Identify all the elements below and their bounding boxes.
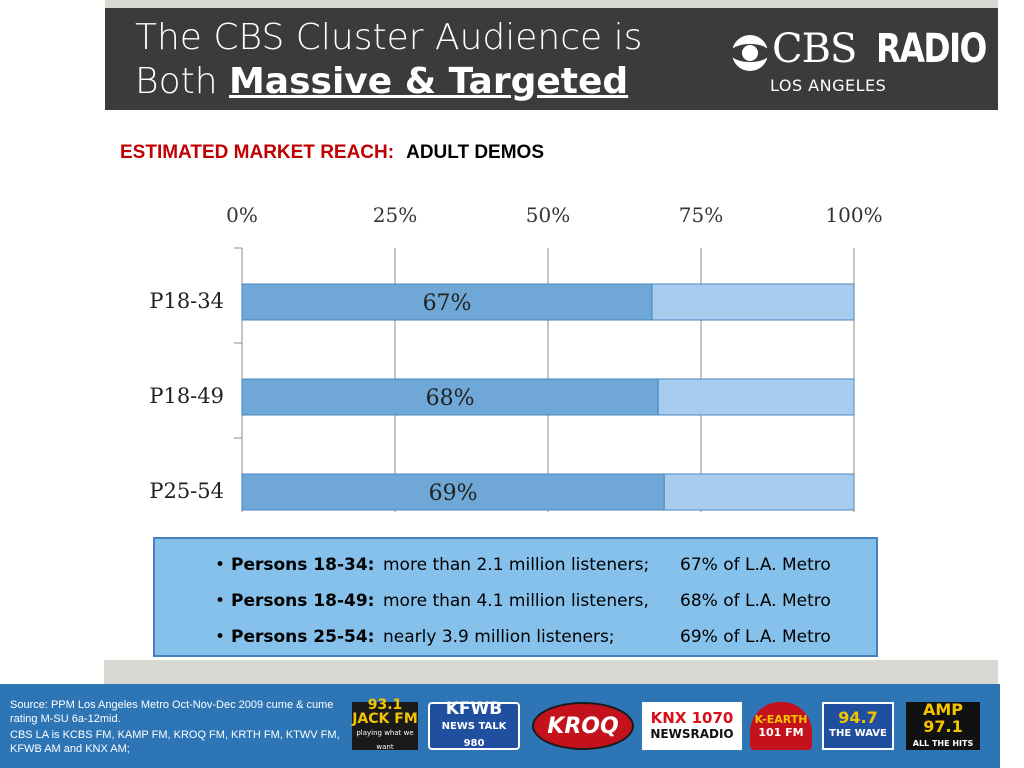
logo-text: KFWB bbox=[445, 698, 503, 719]
logo-text: 93.1 JACK FM bbox=[352, 697, 418, 727]
logo-radio-text: RADIO bbox=[876, 26, 987, 72]
summary-pct: 68% of L.A. Metro bbox=[680, 591, 831, 611]
summary-desc: nearly 3.9 million listeners; bbox=[383, 627, 615, 647]
category-label: P18-49 bbox=[149, 384, 224, 408]
bar-data-label: 68% bbox=[426, 386, 475, 411]
logo-subtext: 101 FM bbox=[758, 726, 804, 739]
summary-row: • Persons 25-54: nearly 3.9 million listen… bbox=[215, 627, 831, 647]
title-emphasis: Massive & Targeted bbox=[228, 61, 629, 102]
bar-data-label: 69% bbox=[429, 481, 478, 506]
header-bar: The CBS Cluster Audience is Both Massive… bbox=[0, 0, 1024, 112]
summary-box: • Persons 18-34: more than 2.1 million lis… bbox=[153, 537, 878, 657]
reach-bar-chart: 0% 25% 50% 75% 100% 67% P18-34 68% P18-49 69% P25-… bbox=[149, 203, 883, 512]
summary-pct: 67% of L.A. Metro bbox=[680, 555, 831, 575]
summary-row: • Persons 18-49: more than 4.1 million lis… bbox=[215, 591, 831, 611]
title-line-2: Both Massive & Targeted bbox=[135, 60, 695, 104]
amp-logo: AMP 97.1 ALL THE HITS bbox=[906, 699, 980, 750]
kearth-logo: K-EARTH 101 FM bbox=[750, 702, 812, 750]
summary-desc: more than 4.1 million listeners, bbox=[383, 591, 649, 611]
category-label: P25-54 bbox=[149, 479, 224, 503]
the-wave-logo: 94.7 THE WAVE bbox=[822, 702, 894, 750]
remainder-bar bbox=[657, 378, 855, 416]
logo-subtext: NEWSRADIO bbox=[650, 727, 734, 741]
page-title: The CBS Cluster Audience is Both Massive… bbox=[135, 16, 695, 104]
bullet-dot: • bbox=[215, 627, 226, 647]
summary-label: Persons 18-34: bbox=[231, 555, 375, 575]
summary-pct: 69% of L.A. Metro bbox=[680, 627, 831, 647]
x-tick-label: 25% bbox=[373, 203, 417, 227]
x-tick-label: 50% bbox=[526, 203, 570, 227]
logo-cbs-text: CBS bbox=[772, 26, 857, 72]
summary-row: • Persons 18-34: more than 2.1 million lis… bbox=[215, 555, 831, 575]
reach-bar bbox=[241, 283, 653, 321]
kfwb-logo: KFWB NEWS TALK 980 bbox=[428, 698, 520, 750]
source-note: Source: PPM Los Angeles Metro Oct-Nov-De… bbox=[10, 699, 334, 725]
logo-text: 94.7 bbox=[838, 708, 878, 727]
logo-text: KNX 1070 bbox=[650, 709, 734, 727]
logo-text: AMP 97.1 bbox=[922, 699, 964, 736]
logo-subtext: playing what we want bbox=[356, 729, 414, 751]
header-left-margin bbox=[0, 0, 105, 112]
cbs-radio-logo: CBS RADIO LOS ANGELES bbox=[728, 26, 987, 98]
logo-subtext: NEWS TALK 980 bbox=[441, 720, 507, 749]
logo-subtext: ALL THE HITS bbox=[912, 738, 974, 748]
footer-bar: Source: PPM Los Angeles Metro Oct-Nov-De… bbox=[0, 684, 1000, 768]
subheading-red: ESTIMATED MARKET REACH: bbox=[120, 142, 395, 163]
remainder-bar bbox=[663, 473, 855, 511]
x-tick-label: 75% bbox=[679, 203, 723, 227]
logo-subtext: THE WAVE bbox=[829, 728, 887, 739]
x-tick-label: 0% bbox=[226, 203, 258, 227]
kroq-logo: KROQ bbox=[532, 702, 634, 750]
bullet-dot: • bbox=[215, 555, 226, 575]
knx-logo: KNX 1070 NEWSRADIO bbox=[642, 702, 742, 750]
summary-desc: more than 2.1 million listeners; bbox=[383, 555, 650, 575]
remainder-bar bbox=[651, 283, 855, 321]
chart-subheading: ESTIMATED MARKET REACH: ADULT DEMOS bbox=[120, 142, 544, 164]
reach-bar bbox=[241, 378, 659, 416]
header-dark-band bbox=[105, 8, 998, 110]
footer-text: Source: PPM Los Angeles Metro Oct-Nov-De… bbox=[10, 698, 340, 758]
stations-note: CBS LA is KCBS FM, KAMP FM, KROQ FM, KRT… bbox=[10, 729, 340, 755]
logo-text: K-EARTH bbox=[754, 713, 808, 726]
cbs-eye-icon bbox=[730, 35, 770, 71]
logo-text: KROQ bbox=[547, 713, 619, 739]
subheading-black: ADULT DEMOS bbox=[406, 142, 545, 163]
title-prefix: Both bbox=[135, 61, 229, 102]
footer-divider bbox=[104, 660, 998, 684]
bullet-dot: • bbox=[215, 591, 226, 611]
title-line-1: The CBS Cluster Audience is bbox=[135, 17, 643, 58]
bar-data-label: 67% bbox=[423, 291, 472, 316]
category-label: P18-34 bbox=[149, 289, 224, 313]
header-top-rule bbox=[105, 0, 998, 8]
summary-label: Persons 18-49: bbox=[231, 591, 375, 611]
jack-fm-logo: 93.1 JACK FM playing what we want bbox=[352, 698, 418, 751]
x-tick-label: 100% bbox=[825, 203, 882, 227]
logo-city-text: LOS ANGELES bbox=[770, 76, 887, 95]
summary-label: Persons 25-54: bbox=[231, 627, 375, 647]
reach-bar bbox=[241, 473, 665, 511]
